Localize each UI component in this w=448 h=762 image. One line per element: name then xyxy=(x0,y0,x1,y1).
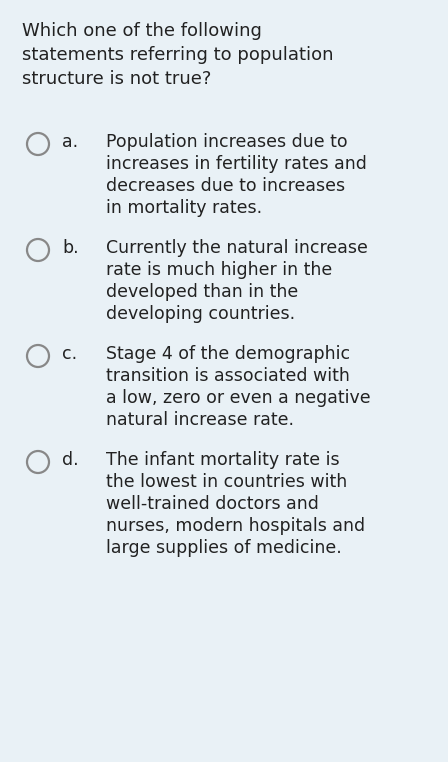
Text: well-trained doctors and: well-trained doctors and xyxy=(106,495,319,513)
Text: structure is not true?: structure is not true? xyxy=(22,70,211,88)
Text: natural increase rate.: natural increase rate. xyxy=(106,411,294,429)
Text: Population increases due to: Population increases due to xyxy=(106,133,348,151)
Text: developed than in the: developed than in the xyxy=(106,283,298,301)
Text: the lowest in countries with: the lowest in countries with xyxy=(106,473,347,491)
Text: d.: d. xyxy=(62,451,79,469)
Text: increases in fertility rates and: increases in fertility rates and xyxy=(106,155,367,173)
Text: Currently the natural increase: Currently the natural increase xyxy=(106,239,368,257)
Text: b.: b. xyxy=(62,239,79,257)
Text: Stage 4 of the demographic: Stage 4 of the demographic xyxy=(106,345,350,363)
Text: a.: a. xyxy=(62,133,78,151)
Text: nurses, modern hospitals and: nurses, modern hospitals and xyxy=(106,517,365,535)
Text: large supplies of medicine.: large supplies of medicine. xyxy=(106,539,342,557)
Text: decreases due to increases: decreases due to increases xyxy=(106,177,345,195)
Text: in mortality rates.: in mortality rates. xyxy=(106,199,262,217)
Text: The infant mortality rate is: The infant mortality rate is xyxy=(106,451,340,469)
Text: c.: c. xyxy=(62,345,77,363)
Text: Which one of the following: Which one of the following xyxy=(22,22,262,40)
Text: a low, zero or even a negative: a low, zero or even a negative xyxy=(106,389,370,407)
Text: rate is much higher in the: rate is much higher in the xyxy=(106,261,332,279)
Text: developing countries.: developing countries. xyxy=(106,305,295,323)
Text: statements referring to population: statements referring to population xyxy=(22,46,333,64)
Text: transition is associated with: transition is associated with xyxy=(106,367,350,385)
